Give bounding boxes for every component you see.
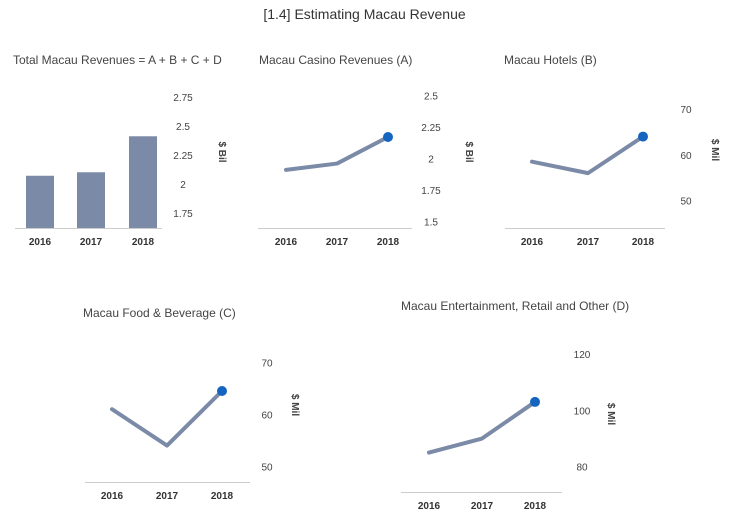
y-axis-label: $ Mil [605,403,616,425]
y-tick-label: 80 [576,463,588,474]
series-line [427,399,537,455]
x-tick-label: 2017 [577,237,600,248]
y-tick-label: 1.5 [424,218,438,229]
x-tick-label: 2017 [80,237,103,248]
x-tick-label: 2018 [632,237,655,248]
y-tick-label: 2 [428,155,434,166]
x-tick-label: 2017 [471,501,494,512]
data-point-2018 [217,386,227,396]
x-tick-label: 2018 [211,491,234,502]
y-tick-label: 50 [261,462,273,473]
y-axis-label: $ Mil [289,394,300,416]
y-tick-label: 100 [574,406,591,417]
x-tick-label: 2016 [275,237,298,248]
bar-2018 [129,136,157,228]
chart-title-food: Macau Food & Beverage (C) [83,306,236,320]
chart-title-casino: Macau Casino Revenues (A) [259,53,413,67]
y-tick-label: 1.75 [173,209,193,220]
y-tick-label: 2.75 [173,93,193,104]
data-point-2018 [530,396,540,407]
y-tick-label: 50 [680,197,692,208]
y-tick-label: 2.5 [176,122,190,133]
data-point-2018 [638,131,648,142]
y-tick-label: 60 [261,410,273,421]
y-tick-label: 2.25 [173,151,193,162]
bar-2016 [26,175,54,228]
chart-title-total: Total Macau Revenues = A + B + C + D [13,53,222,67]
bar-2017 [77,172,105,228]
y-tick-label: 2 [180,180,186,191]
x-tick-label: 2017 [156,491,179,502]
y-axis-label: $ Mil [709,139,720,161]
y-tick-label: 60 [680,151,692,162]
x-tick-label: 2017 [326,237,349,248]
chart-title-hotels: Macau Hotels (B) [504,53,597,67]
y-axis-label: $ Bil [216,141,227,162]
x-tick-label: 2016 [29,237,52,248]
x-tick-label: 2016 [418,501,441,512]
x-tick-label: 2016 [101,491,124,502]
x-tick-label: 2016 [521,237,544,248]
x-tick-label: 2018 [132,237,155,248]
y-axis-label: $ Bil [463,141,474,162]
series-line [284,135,390,172]
series-line [110,389,224,448]
data-point-2018 [383,132,393,143]
y-tick-label: 70 [680,105,692,116]
x-tick-label: 2018 [524,501,547,512]
y-tick-label: 2.25 [421,123,441,134]
y-tick-label: 120 [574,350,591,361]
x-tick-label: 2018 [377,237,400,248]
y-tick-label: 2.5 [424,91,438,102]
y-tick-label: 1.75 [421,186,441,197]
page-title: [1.4] Estimating Macau Revenue [263,6,466,22]
series-line [530,134,645,176]
y-tick-label: 70 [261,358,273,369]
chart-title-entertainment: Macau Entertainment, Retail and Other (D… [401,299,630,313]
